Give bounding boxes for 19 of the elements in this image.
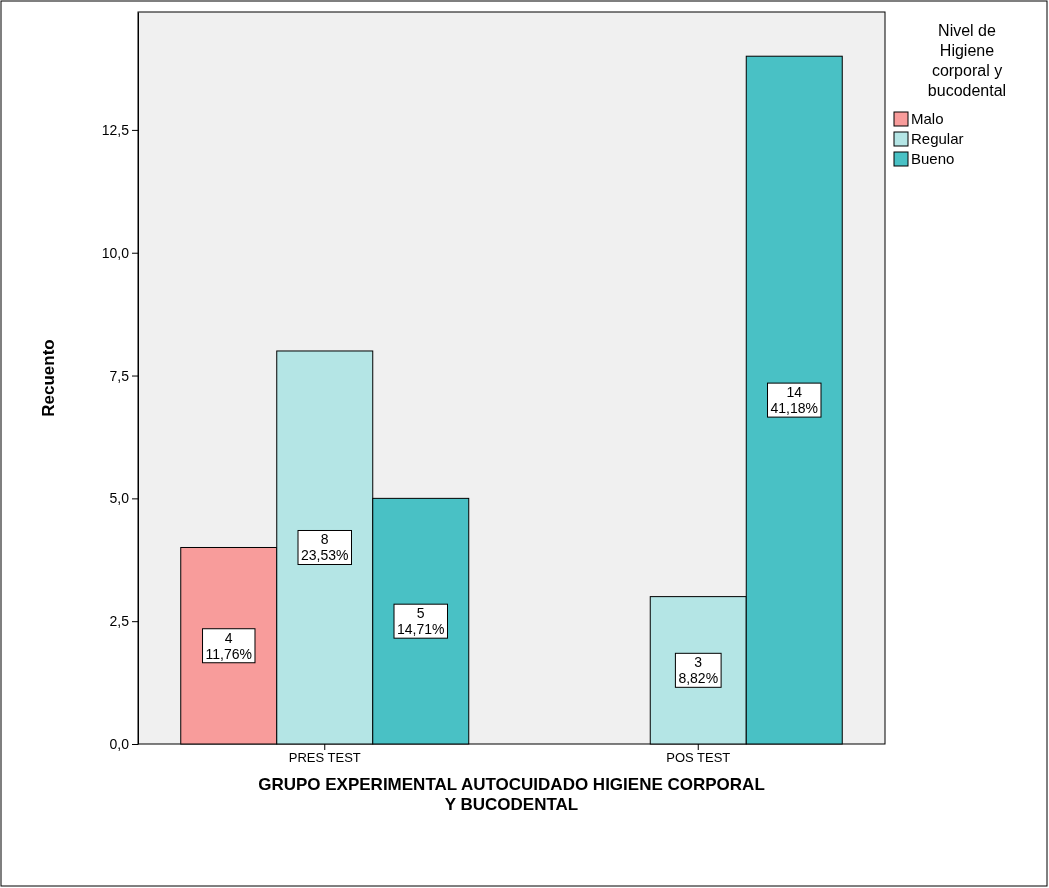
x-tick-label: PRES TEST (288, 750, 361, 766)
y-tick-label: 12,5 (101, 121, 130, 138)
data-label: 3 8,82% (678, 654, 719, 687)
data-label: 4 11,76% (205, 629, 252, 662)
x-tick-label: POS TEST (666, 750, 731, 766)
legend-title: Nivel de Higiene corporal y bucodental (927, 22, 1007, 99)
x-axis-title: GRUPO EXPERIMENTAL AUTOCUIDADO HIGIENE CORPORAL Y BUCODENTAL (258, 775, 765, 814)
y-tick-label: 5,0 (109, 490, 130, 507)
y-tick-label: 0,0 (109, 735, 130, 752)
y-tick-label: 2,5 (109, 613, 130, 630)
y-axis-title: Recuento (39, 339, 58, 417)
legend-label: Bueno (911, 150, 955, 167)
legend-label: Regular (911, 130, 964, 147)
legend-label: Malo (911, 110, 944, 127)
y-tick-label: 7,5 (109, 367, 130, 384)
data-label: 8 23,53% (301, 531, 349, 564)
data-label: 14 41,18% (770, 384, 818, 417)
data-label: 5 14,71% (397, 605, 445, 638)
y-tick-label: 10,0 (101, 244, 130, 261)
